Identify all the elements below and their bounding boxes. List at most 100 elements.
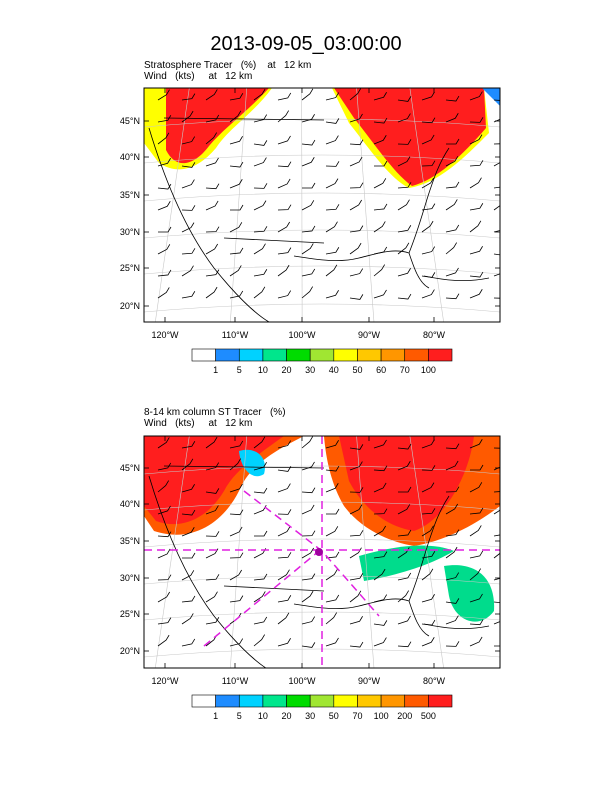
wind-barb — [157, 287, 170, 299]
map-field — [144, 436, 500, 668]
colorbar-label: 100 — [421, 365, 436, 375]
lat-tick-label: 40°N — [120, 499, 140, 509]
wind-barb — [421, 508, 436, 515]
wind-barb — [325, 526, 339, 537]
wind-barb — [493, 186, 500, 189]
wind-barb — [421, 525, 434, 537]
wind-barb — [253, 226, 268, 233]
wind-barb — [349, 156, 363, 167]
wind-barb — [349, 461, 363, 471]
lon-tick-label: 100°W — [288, 330, 316, 340]
wind-barb — [205, 269, 220, 277]
wind-barb — [373, 551, 388, 559]
latitude-line — [144, 118, 500, 128]
wind-barb — [325, 465, 340, 472]
wind-barb — [277, 161, 292, 168]
wind-barb — [277, 247, 292, 255]
wind-barb — [229, 526, 243, 537]
mexico-border — [223, 237, 325, 244]
wind-barb — [349, 504, 363, 515]
wind-barb — [493, 297, 500, 299]
tracer-red-east — [334, 88, 486, 186]
wind-barb — [493, 273, 500, 277]
wind-barb — [277, 526, 291, 537]
wind-barb — [277, 569, 290, 581]
wind-barb — [157, 201, 171, 211]
wind-barb — [158, 226, 172, 233]
wind-barb — [301, 200, 315, 211]
wind-barb — [205, 132, 218, 145]
wind-barb — [229, 247, 244, 255]
tracer-red-east — [339, 436, 474, 531]
wind-barb — [205, 226, 220, 233]
wind-barb — [301, 487, 316, 494]
wind-barb — [469, 550, 484, 559]
colorbar-label: 70 — [352, 711, 362, 721]
wind-barb — [205, 89, 218, 101]
wind-barb — [301, 88, 314, 101]
wind-barb — [373, 439, 387, 449]
lon-tick-label: 80°W — [423, 330, 446, 340]
wind-barb — [397, 225, 412, 233]
wind-barb — [421, 568, 434, 581]
wind-barb — [397, 293, 412, 300]
wind-barb — [253, 243, 266, 255]
latitude-line — [144, 303, 500, 313]
map-frame — [143, 435, 501, 669]
wind-barb — [181, 527, 195, 537]
colorbar-label: 50 — [352, 365, 362, 375]
wind-barb — [325, 135, 339, 145]
wind-barb — [397, 113, 411, 123]
wind-barb — [205, 462, 220, 471]
wind-barb — [229, 179, 243, 189]
wind-barb — [349, 225, 364, 233]
wind-barb — [325, 178, 339, 189]
panel1-map: 45°N 40°N 35°N 30°N 25°N 20°N 120°W 110°W 100°W 9… — [120, 87, 501, 375]
wind-barb — [157, 617, 172, 625]
wind-barb — [349, 139, 364, 146]
colorbar-label: 10 — [258, 711, 268, 721]
wind-barb — [325, 290, 339, 299]
map-panel-1: 45°N 40°N 35°N 30°N 25°N 20°N 120°W 110°W 100°W 9… — [120, 87, 501, 375]
wind-barb — [373, 117, 388, 124]
page-title: 2013-09-05_03:00:00 — [210, 33, 402, 55]
wind-barb — [397, 615, 411, 625]
tracer-red-west — [166, 88, 269, 164]
colorbar-box — [380, 694, 406, 708]
wind-barb — [277, 290, 292, 299]
wind-barb — [301, 225, 316, 233]
wind-barb — [277, 204, 292, 211]
wind-barb — [181, 110, 194, 123]
lat-tick-label: 45°N — [120, 463, 140, 473]
colorbar-box — [309, 694, 335, 708]
lat-tick-label: 45°N — [120, 116, 140, 126]
wind-barb — [445, 181, 460, 189]
wind-barb — [397, 156, 411, 167]
tracer-blue-ne — [482, 88, 500, 106]
colorbar-label: 60 — [376, 365, 386, 375]
wind-barb — [301, 530, 316, 537]
wind-barb — [254, 530, 268, 537]
axis-ticks — [144, 88, 500, 322]
colorbar-box — [238, 694, 264, 708]
wind-barb — [397, 242, 410, 255]
lon-tick-label: 110°W — [222, 330, 249, 340]
panel1-subtitle-1: Stratosphere Tracer (%) at 12 km — [144, 60, 312, 71]
wind-barb — [302, 182, 316, 189]
wind-barb — [205, 436, 218, 449]
colorbar-label: 70 — [400, 365, 410, 375]
wind-barb — [421, 160, 436, 167]
wind-barb — [349, 182, 364, 189]
wind-barb — [373, 620, 388, 626]
longitude-line — [301, 88, 303, 322]
wind-barb — [229, 265, 242, 277]
wind-barb — [421, 465, 436, 471]
colorbar-box — [404, 694, 429, 708]
wind-barb — [493, 143, 500, 145]
wind-barb — [301, 590, 314, 603]
lon-tick-label: 110°W — [222, 676, 249, 686]
map-frame — [143, 87, 501, 323]
lat-tick-label: 30°N — [120, 573, 140, 583]
wind-barb — [301, 139, 316, 146]
wind-barb — [349, 199, 363, 211]
